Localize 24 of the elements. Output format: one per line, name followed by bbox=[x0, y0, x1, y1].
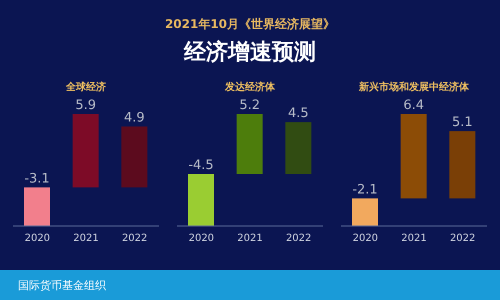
x-tick-label: 2022 bbox=[286, 233, 312, 244]
data-label: -3.1 bbox=[24, 171, 50, 186]
data-label: 6.4 bbox=[403, 98, 424, 113]
text: 2021年10月《世界经济展望》 bbox=[164, 16, 336, 33]
x-tick-label: 2020 bbox=[352, 233, 378, 244]
data-label: 4.9 bbox=[124, 110, 145, 126]
x-tick-label: 2020 bbox=[24, 233, 50, 244]
chart-title: 新兴市场和发展中经济体 bbox=[359, 80, 469, 95]
chart-title: 全球经济 bbox=[66, 80, 106, 95]
data-label: -4.5 bbox=[188, 158, 214, 174]
text: 经济增速预测 bbox=[182, 38, 317, 67]
data-label: 4.5 bbox=[288, 106, 309, 122]
x-tick-label: 2022 bbox=[122, 233, 148, 244]
data-label: -2.1 bbox=[352, 182, 378, 198]
text: 国际货币基金组织 bbox=[18, 278, 106, 292]
data-label: 5.1 bbox=[452, 115, 473, 130]
data-label: 5.2 bbox=[239, 98, 260, 113]
x-tick-label: 2020 bbox=[188, 233, 214, 244]
data-label: 5.9 bbox=[75, 98, 96, 113]
x-tick-label: 2021 bbox=[237, 233, 263, 244]
chart-title: 发达经济体 bbox=[225, 80, 275, 95]
x-tick-label: 2022 bbox=[450, 233, 476, 244]
x-tick-label: 2021 bbox=[401, 233, 427, 244]
x-tick-label: 2021 bbox=[73, 233, 99, 244]
